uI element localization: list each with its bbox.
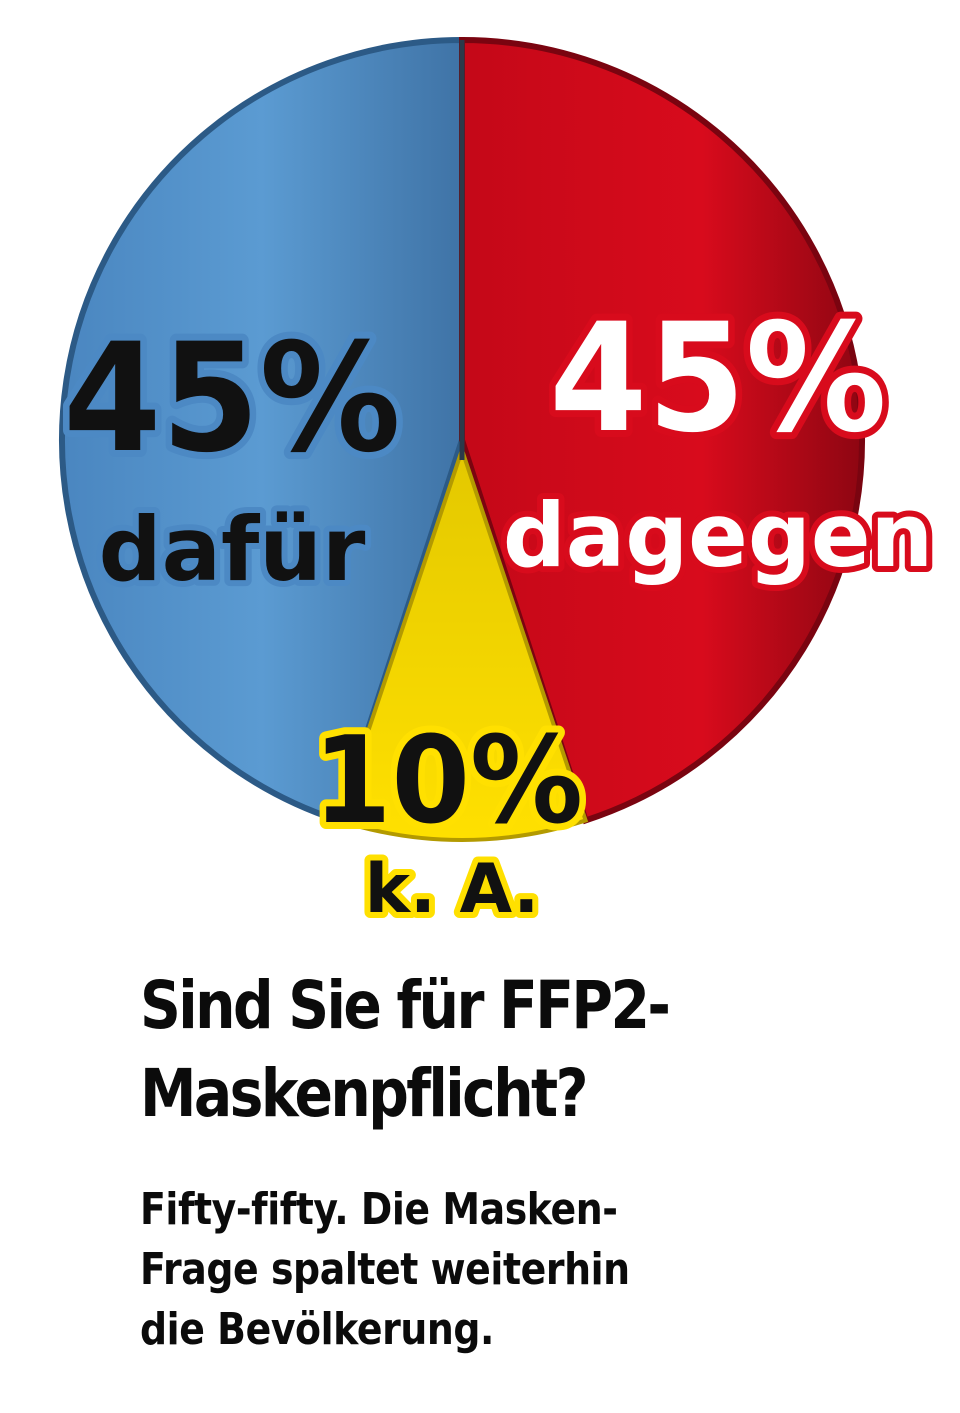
category-label-dafuer: dafür — [99, 498, 366, 601]
category-label-keine-angabe: k. A. — [365, 850, 539, 929]
percent-label-keine-angabe: 10% — [313, 712, 583, 851]
category-label-dagegen: dagegen — [503, 484, 933, 587]
title-line-2: Maskenpflicht? — [140, 1055, 589, 1132]
subtitle-line-2: Frage spaltet weiterhin — [140, 1244, 630, 1295]
title-line-1: Sind Sie für FFP2- — [140, 967, 671, 1044]
chart-title: Sind Sie für FFP2- Maskenpflicht? — [140, 962, 828, 1138]
pie-labels: 45% dafür 45% dagegen 10%k. A. — [56, 285, 939, 935]
slice-dafuer — [59, 36, 465, 825]
pie-slices — [59, 36, 865, 843]
chart-subtitle: Fifty-fifty. Die Masken- Frage spaltet w… — [140, 1180, 828, 1360]
pie-chart: 45% dafür 45% dagegen 10%k. A. — [56, 36, 939, 935]
slice-dagegen — [459, 36, 865, 825]
subtitle-line-1: Fifty-fifty. Die Masken- — [140, 1184, 618, 1235]
subtitle-line-3: die Bevölkerung. — [140, 1304, 494, 1355]
slice-keine-angabe — [335, 443, 589, 843]
percent-label-dagegen: 45% — [549, 292, 887, 466]
percent-label-dafuer: 45% — [63, 312, 401, 486]
